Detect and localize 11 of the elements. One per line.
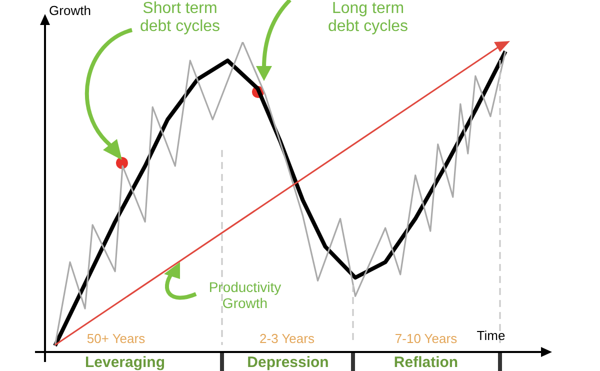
annotation: Productivity Growth [208, 279, 282, 312]
text: Short term debt cycles [140, 0, 220, 37]
text: Depression [247, 354, 329, 371]
text: Reflation [394, 354, 458, 371]
x-axis-title: Time [476, 328, 506, 344]
annotation: 2-3 Years [260, 331, 314, 347]
y-axis-title: Growth [49, 3, 91, 19]
annotation: 7-10 Years [394, 331, 458, 347]
annotation: 50+ Years [86, 331, 146, 347]
text: Long term debt cycles [328, 0, 408, 37]
text: Leveraging [84, 354, 166, 371]
